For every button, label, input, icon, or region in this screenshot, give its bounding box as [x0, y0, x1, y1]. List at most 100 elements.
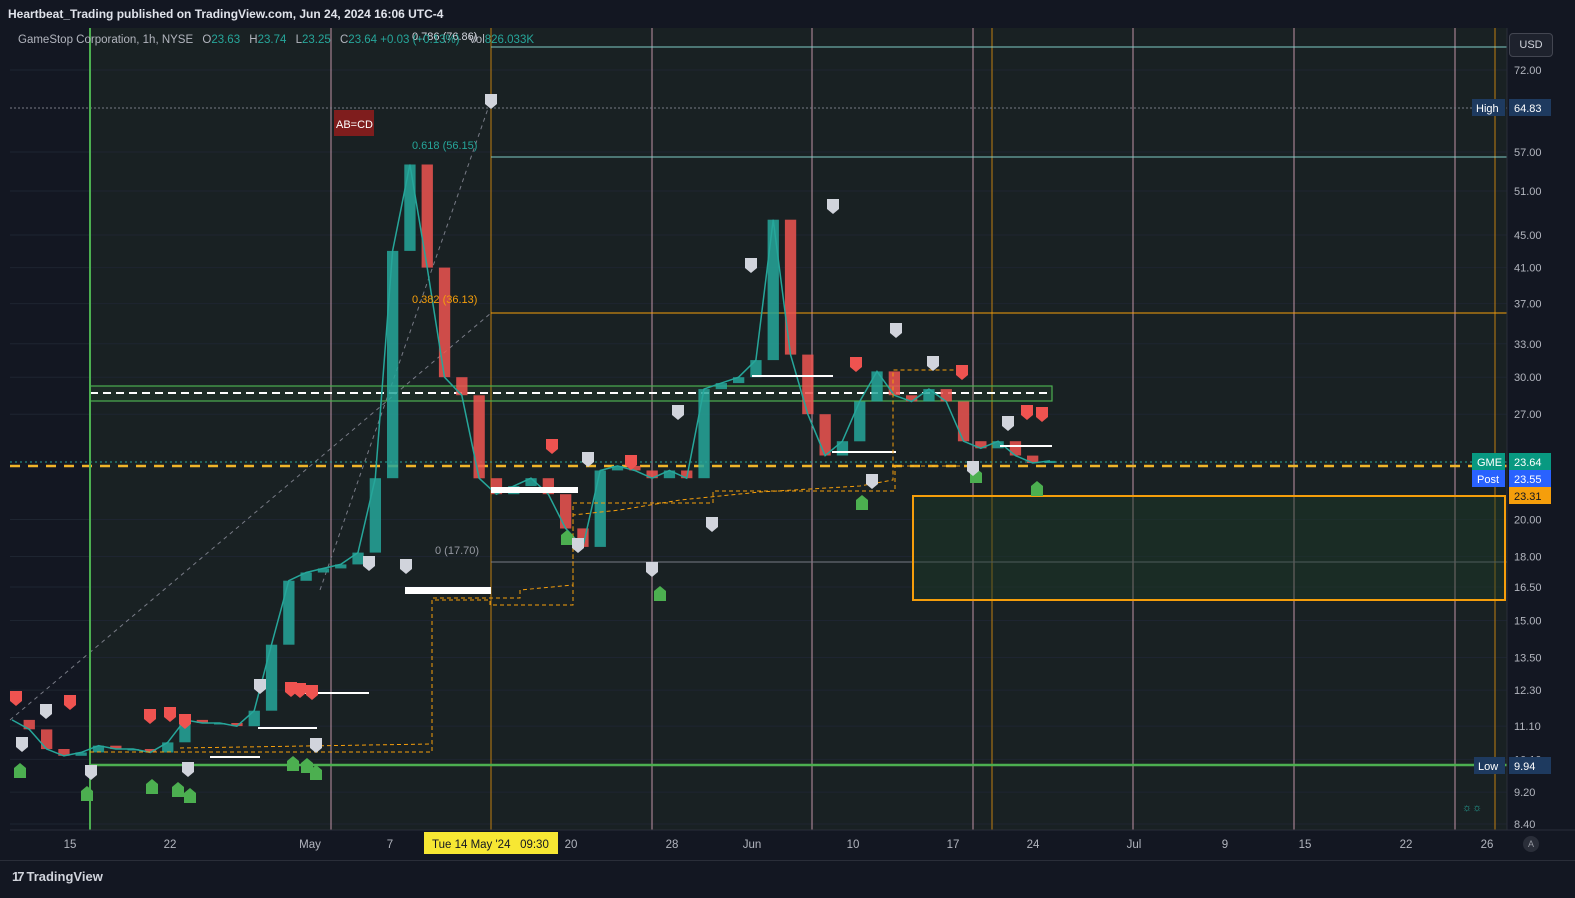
- low-value: 23.25: [302, 34, 331, 46]
- buy-signal-icon: [184, 788, 196, 803]
- brand-name: TradingView: [26, 869, 103, 884]
- date-tick-label: 24: [1027, 839, 1040, 851]
- sell-signal-icon: [745, 258, 757, 273]
- date-tick-label: Jul: [1127, 839, 1142, 851]
- candle: [41, 729, 53, 750]
- date-tick-label: May: [299, 839, 321, 851]
- candle: [940, 389, 952, 402]
- sell-signal-icon: [485, 94, 497, 109]
- price-tick-label: 30.00: [1514, 372, 1542, 384]
- fib-label: 0.618 (56.15): [412, 140, 477, 152]
- highlight-zone: [90, 28, 1507, 830]
- fib-labels: 0.786 (76.86) 0.618 (56.15) 0.382 (36.13…: [412, 31, 479, 557]
- abcd-badge-label: AB=CD: [336, 119, 373, 131]
- price-scale[interactable]: [1507, 28, 1575, 860]
- candle: [196, 719, 208, 723]
- high-value: 23.74: [257, 34, 287, 46]
- target-box[interactable]: [912, 495, 1506, 601]
- candle: [23, 719, 35, 730]
- candle: [577, 528, 589, 547]
- volume-label: Vol: [468, 34, 485, 46]
- sell-signal-icon: [582, 452, 594, 467]
- candle: [629, 465, 641, 471]
- change-value: +0.03 (+0.13%): [380, 34, 460, 46]
- date-tick-label: 22: [164, 839, 177, 851]
- high-label: H: [249, 34, 258, 46]
- sell-signal-icon: [400, 559, 412, 574]
- stair-step-line: [90, 465, 960, 753]
- sell-signal-icon: [956, 365, 968, 380]
- price-axis-labels: 72.00 57.00 51.00 45.00 41.00 37.00 33.00 30.00…: [1514, 65, 1542, 831]
- candle: [871, 371, 883, 402]
- candle: [75, 752, 87, 756]
- candle: [611, 465, 624, 471]
- sell-signal-icon: [866, 474, 878, 489]
- white-segments: [210, 375, 1052, 758]
- close-label: C: [339, 34, 349, 46]
- candle: [144, 749, 157, 753]
- candle: [715, 383, 727, 390]
- sell-signal-icon: [890, 323, 902, 338]
- candle: [594, 470, 606, 547]
- candle: [456, 377, 468, 396]
- sell-signal-icon: [254, 679, 266, 694]
- date-tick-label: 15: [64, 839, 77, 851]
- close-value: 23.64: [348, 34, 378, 46]
- sell-signal-icon: [363, 556, 375, 571]
- low-label-value: 9.94: [1514, 761, 1535, 773]
- grid: [10, 69, 1507, 825]
- sell-signal-icon: [294, 683, 306, 698]
- candle: [421, 164, 433, 268]
- stair-step-line: [179, 369, 960, 749]
- gme-label: GME 23.64: [1472, 453, 1551, 470]
- price-tick-label: 37.00: [1514, 299, 1542, 311]
- low-label: L: [295, 34, 302, 46]
- candle: [750, 360, 762, 378]
- currency-button[interactable]: USD: [1509, 33, 1553, 57]
- symbol-title[interactable]: GameStop Corporation, 1h, NYSE: [18, 34, 194, 46]
- candle: [352, 552, 364, 565]
- candle: [906, 395, 918, 402]
- crosshair-date-badge: [424, 832, 558, 854]
- candle: [923, 389, 935, 402]
- sell-signal-icon: [306, 685, 318, 700]
- sell-signal-icon: [16, 737, 28, 752]
- sell-signal-icon: [1002, 416, 1014, 431]
- tradingview-logo[interactable]: 17 TradingView: [12, 869, 103, 884]
- buy-signal-icon: [172, 782, 184, 797]
- sell-signal-icon: [179, 714, 191, 729]
- date-markers: [330, 28, 1496, 830]
- volume-value: 826.033K: [484, 34, 535, 46]
- abcd-badge[interactable]: [334, 110, 374, 136]
- candle: [767, 219, 779, 361]
- time-scale[interactable]: [10, 830, 1507, 860]
- candle: [663, 470, 676, 479]
- candle: [733, 377, 745, 384]
- post-label-text: Post: [1477, 474, 1499, 486]
- sell-signal-icon: [967, 461, 979, 476]
- publisher-bar: Heartbeat_Trading published on TradingVi…: [0, 0, 1575, 28]
- auto-scale-button[interactable]: A: [1523, 836, 1539, 852]
- signal-markers: [10, 94, 1048, 803]
- price-tick-label: 8.40: [1514, 819, 1535, 831]
- candle: [162, 742, 174, 753]
- candle: [854, 401, 866, 442]
- candle: [1009, 441, 1022, 456]
- candle: [473, 395, 485, 479]
- candle: [248, 710, 260, 727]
- sell-signal-icon: [625, 455, 637, 470]
- sell-signal-icon: [646, 562, 658, 577]
- sell-signal-icon: [672, 405, 684, 420]
- sell-signal-icon: [310, 738, 322, 753]
- buy-signal-icon: [287, 756, 299, 771]
- gme-label-value: 23.64: [1514, 457, 1542, 469]
- date-tick-label: 28: [666, 839, 679, 851]
- buy-signal-icon: [561, 530, 573, 545]
- target-top-value: 23.31: [1514, 491, 1542, 503]
- white-segment: [491, 487, 578, 493]
- fib-label: 0.382 (36.13): [412, 294, 477, 306]
- price-tick-label: 15.00: [1514, 616, 1542, 628]
- price-tick-label: 20.00: [1514, 515, 1542, 527]
